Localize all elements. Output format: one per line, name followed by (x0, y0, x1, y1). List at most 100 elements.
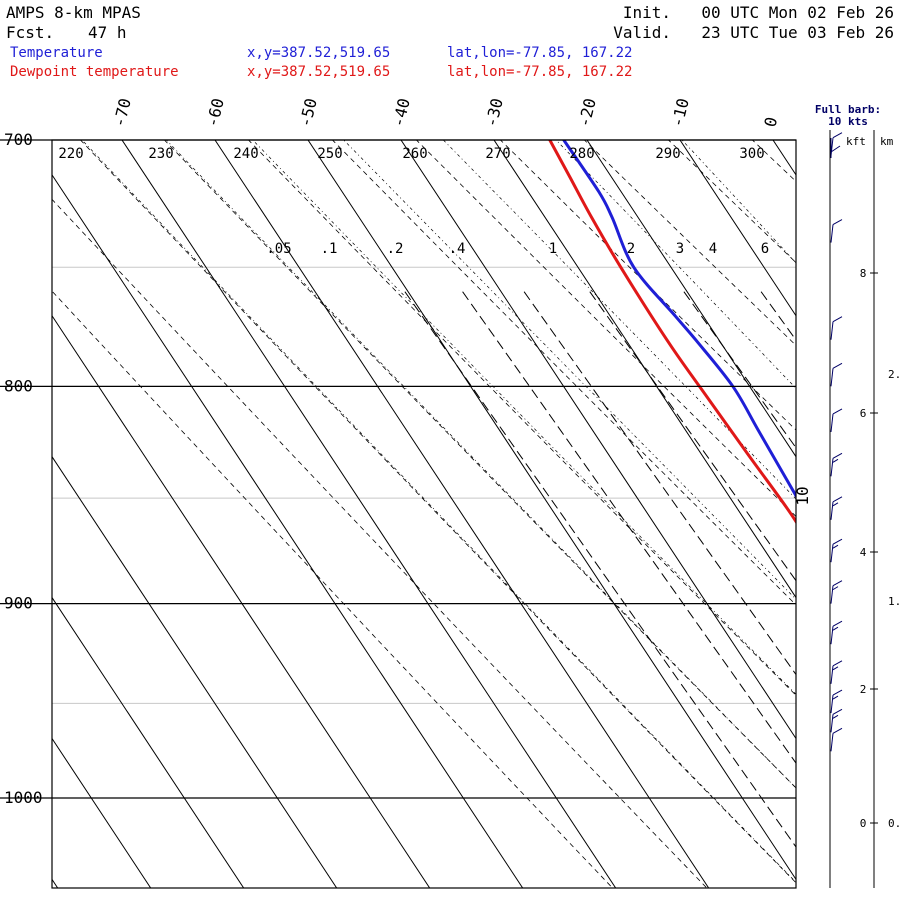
theta-label: 260 (402, 146, 427, 162)
wind-barb-half (832, 458, 839, 463)
legend-temperature-xy: x,y=387.52,519.65 (247, 45, 390, 61)
fcst-hours: 47 h (88, 23, 127, 42)
dry-adiabat-line (499, 140, 796, 431)
wind-barb (830, 538, 843, 563)
plot-frame (51, 139, 797, 889)
init-time: 00 UTC Mon 02 Feb 26 (701, 3, 894, 22)
mixing-ratio-label: .2 (387, 241, 404, 257)
wind-barb-staff (830, 665, 834, 684)
kft-tick-label: 8 (860, 267, 867, 280)
mixing-ratio-label: 6 (761, 241, 769, 257)
dry-adiabat-line (247, 140, 796, 696)
temperature-tick-label: -70 (109, 96, 134, 129)
wind-barb-half (832, 502, 839, 507)
dry-adiabat-line (667, 140, 796, 264)
isotherm-line (214, 140, 710, 888)
mixing-ratio-line (523, 291, 796, 676)
wind-barb-staff (830, 137, 834, 156)
wind-barb-full (832, 727, 843, 734)
moist-adiabat-line (165, 140, 796, 789)
pressure-tick-label: 700 (4, 130, 33, 149)
mixing-ratio-label: .4 (449, 241, 466, 257)
wind-speed-label: 10 (793, 486, 812, 505)
isotherm-line (52, 737, 152, 888)
kft-label: kft (846, 135, 866, 148)
mixing-ratio-line (404, 291, 796, 848)
wind-barb-full (832, 689, 843, 696)
wind-barb-full (832, 538, 843, 545)
wind-barb-full (832, 580, 843, 587)
mixing-ratio-line (760, 291, 796, 341)
mixing-ratio-line (462, 291, 796, 764)
mixing-ratio-label: 3 (676, 241, 684, 257)
wind-barb (830, 580, 843, 604)
wind-barb (830, 708, 843, 733)
wind-barb-staff (830, 321, 834, 340)
isotherm-line (52, 455, 338, 888)
wind-barb-half (832, 714, 839, 719)
temperature-tick-label: 0 (760, 115, 781, 129)
pressure-tick-label: 800 (4, 376, 33, 395)
wind-barb-staff (830, 458, 834, 477)
moist-adiabat-line (81, 140, 794, 880)
barb-key-line1: Full barb: (815, 103, 881, 116)
wind-barb (830, 362, 843, 387)
theta-label: 230 (148, 146, 173, 162)
valid-time: 23 UTC Tue 03 Feb 26 (701, 23, 894, 42)
isotherm-line (866, 140, 900, 888)
wind-barb-staff (830, 626, 834, 645)
legend-dewpoint-xy: x,y=387.52,519.65 (247, 64, 390, 80)
wind-barb-staff (830, 695, 834, 714)
wind-barb-full (832, 660, 843, 667)
kft-tick-label: 2 (860, 683, 867, 696)
kft-tick-label: 0 (860, 817, 867, 830)
wind-barb-full (832, 708, 843, 715)
wind-barb-full (832, 408, 843, 415)
moist-adiabat-line (681, 140, 796, 264)
wind-barb (830, 132, 843, 156)
dry-adiabat-line (52, 290, 614, 888)
mixing-ratio-label: 1 (549, 241, 557, 257)
wind-barb-full (832, 132, 843, 139)
wind-barb-full (832, 496, 843, 503)
wind-barb (830, 496, 843, 520)
kft-tick-label: 4 (860, 546, 867, 559)
wind-barb (830, 408, 843, 432)
isotherm-line (52, 314, 431, 888)
isotherm-line (52, 173, 524, 888)
skewt-series (548, 140, 796, 525)
legend-dewpoint-name: Dewpoint temperature (10, 64, 179, 80)
wind-barb (830, 219, 843, 243)
dry-adiabat-line (331, 140, 796, 606)
valid-label: Valid. (613, 23, 671, 42)
wind-barb-half (832, 586, 839, 591)
pressure-tick-label: 900 (4, 594, 33, 613)
temperature-tick-label: -40 (388, 96, 413, 129)
isotherm-line (52, 878, 59, 888)
temperature-tick-label: -60 (202, 96, 227, 129)
temperature-tick-label: -10 (667, 96, 692, 129)
temperature-line (562, 140, 796, 499)
theta-label: 270 (485, 146, 510, 162)
kft-tick-label: 6 (860, 407, 867, 420)
isotherm-line (586, 140, 796, 458)
legend-dewpoint-latlon: lat,lon=-77.85, 167.22 (447, 64, 632, 80)
wind-barb-staff (830, 501, 834, 520)
wind-barb-staff (830, 224, 834, 243)
theta-label: 280 (569, 146, 594, 162)
wind-barb-full (832, 362, 843, 369)
moist-adiabat-line (555, 140, 796, 389)
km-tick-label: 0. (888, 817, 900, 830)
wind-barb-half (832, 544, 839, 549)
mixing-ratio-label: .05 (266, 241, 291, 257)
mixing-ratio-label: 4 (709, 241, 717, 257)
dry-adiabat-line (415, 140, 796, 518)
mixing-ratio-line (809, 292, 900, 900)
fcst-label: Fcst. (6, 23, 54, 42)
dry-adiabat-line (815, 120, 900, 900)
dry-adiabat-line (163, 140, 796, 789)
wind-barb-staff (830, 714, 834, 733)
wind-barb (830, 452, 843, 477)
